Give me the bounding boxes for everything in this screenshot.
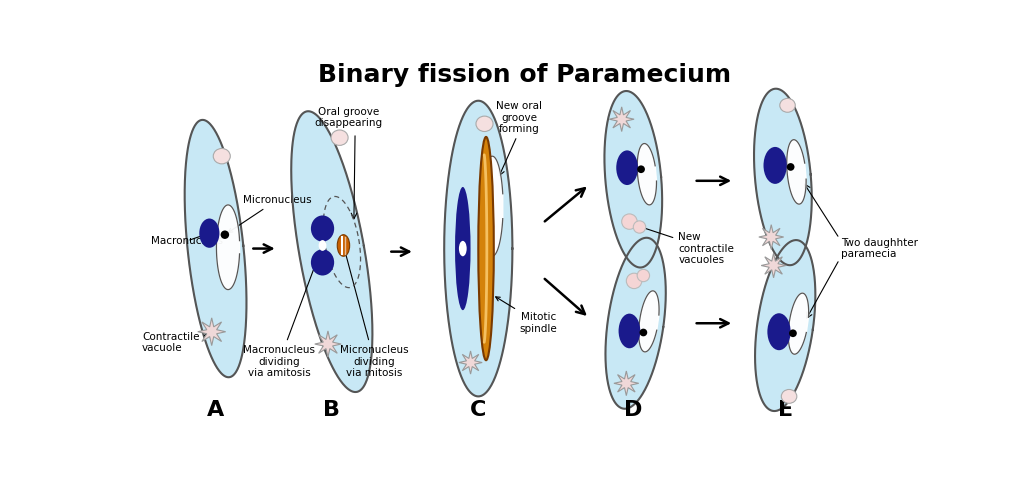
Ellipse shape — [779, 98, 796, 112]
Ellipse shape — [311, 216, 334, 241]
Polygon shape — [459, 351, 482, 374]
Polygon shape — [637, 144, 656, 205]
Polygon shape — [604, 91, 663, 267]
Ellipse shape — [337, 235, 349, 256]
Polygon shape — [198, 318, 225, 346]
Ellipse shape — [476, 116, 493, 132]
Text: Micronucleus
dividing
via mitosis: Micronucleus dividing via mitosis — [340, 250, 409, 378]
Text: Oral groove
disappearing: Oral groove disappearing — [314, 107, 383, 129]
Text: C: C — [470, 400, 486, 420]
Polygon shape — [754, 89, 812, 265]
Circle shape — [622, 214, 637, 229]
Ellipse shape — [331, 130, 348, 145]
Text: Two daughhter
paramecia: Two daughhter paramecia — [841, 238, 918, 259]
Text: Contractile
vacuole: Contractile vacuole — [142, 332, 208, 353]
Text: Binary fission of Paramecium: Binary fission of Paramecium — [318, 62, 731, 86]
Ellipse shape — [616, 150, 638, 185]
Circle shape — [627, 273, 642, 288]
Ellipse shape — [200, 218, 219, 248]
Circle shape — [637, 166, 645, 173]
Polygon shape — [444, 101, 512, 396]
Polygon shape — [786, 140, 806, 204]
Polygon shape — [788, 293, 809, 354]
Polygon shape — [609, 107, 634, 132]
Text: New
contractile
vacuoles: New contractile vacuoles — [636, 225, 734, 265]
Ellipse shape — [767, 313, 791, 350]
Polygon shape — [614, 371, 639, 396]
Polygon shape — [216, 205, 240, 289]
Polygon shape — [291, 111, 373, 392]
Text: B: B — [324, 400, 340, 420]
Polygon shape — [639, 291, 659, 352]
Ellipse shape — [781, 389, 797, 403]
Text: Mitotic
spindle: Mitotic spindle — [496, 297, 558, 334]
Polygon shape — [761, 253, 786, 278]
Polygon shape — [759, 225, 783, 249]
Polygon shape — [481, 156, 503, 256]
Ellipse shape — [459, 241, 467, 256]
Text: Macronucleus: Macronucleus — [152, 234, 223, 246]
Text: A: A — [207, 400, 224, 420]
Ellipse shape — [213, 148, 230, 164]
Text: Macronucleus
dividing
via amitosis: Macronucleus dividing via amitosis — [243, 249, 322, 378]
Text: Micronucleus: Micronucleus — [228, 195, 311, 232]
Polygon shape — [314, 331, 341, 357]
Text: D: D — [624, 400, 642, 420]
Polygon shape — [184, 120, 247, 377]
Circle shape — [640, 329, 647, 336]
Ellipse shape — [318, 240, 327, 251]
Text: New oral
groove
forming: New oral groove forming — [497, 101, 543, 134]
Circle shape — [633, 221, 646, 233]
Ellipse shape — [618, 313, 640, 348]
Ellipse shape — [764, 147, 786, 184]
Circle shape — [790, 329, 797, 337]
Polygon shape — [755, 240, 815, 411]
Circle shape — [220, 230, 229, 239]
Polygon shape — [605, 238, 666, 409]
Ellipse shape — [478, 137, 494, 360]
Circle shape — [786, 163, 795, 171]
Ellipse shape — [311, 249, 334, 276]
Ellipse shape — [455, 187, 471, 310]
Circle shape — [637, 269, 649, 282]
Text: E: E — [777, 400, 793, 420]
